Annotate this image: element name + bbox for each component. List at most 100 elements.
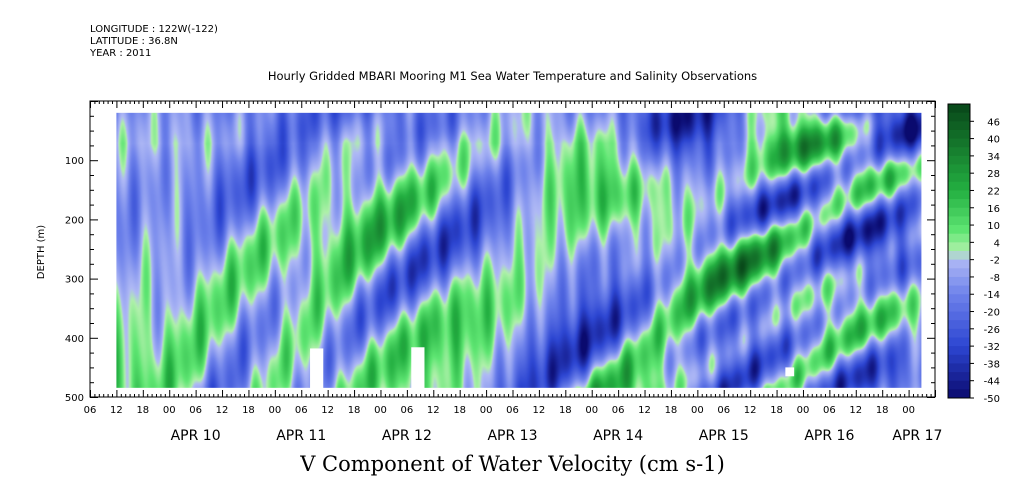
colorbar-label: -14 [984,290,1000,301]
x-tick-label: 00 [691,405,704,416]
x-tick-label: 18 [348,405,361,416]
colorbar-swatch [948,372,970,382]
colorbar-swatch [948,225,970,235]
colorbar-swatch [948,259,970,269]
colorbar-swatch [948,363,970,373]
variable-label: V Component of Water Velocity (cm s-1) [300,452,725,476]
x-date-label: APR 15 [699,428,749,444]
x-tick-label: 06 [401,405,414,416]
y-tick-label: 100 [65,156,84,167]
colorbar-swatch [948,112,970,122]
colorbar-label: 34 [987,152,1000,163]
colorbar-label: 28 [987,169,1000,180]
colorbar-swatch [948,276,970,286]
x-tick-label: 18 [876,405,889,416]
x-tick-label: 12 [849,405,862,416]
colorbar-swatch [948,155,970,165]
colorbar-swatch [948,302,970,312]
x-tick-label: 00 [163,405,176,416]
x-tick-label: 12 [110,405,123,416]
colorbar-swatch [948,320,970,330]
x-tick-label: 18 [136,405,149,416]
x-tick-label: 18 [559,405,572,416]
heatmap-layer [116,112,922,389]
missing-data-region [785,367,795,377]
header-metadata: LONGITUDE : 122W(-122) LATITUDE : 36.8N … [90,24,218,60]
colorbar-swatch [948,181,970,191]
y-tick-label: 500 [65,393,84,404]
colorbar-label: 10 [987,221,1000,232]
year-label: YEAR : 2011 [90,48,152,59]
y-tick-label: 400 [65,334,84,345]
x-date-label: APR 12 [382,428,432,444]
colorbar-label: -44 [984,377,1000,388]
colorbar-label: -20 [984,308,1000,319]
colorbar-label: 40 [987,135,1000,146]
x-tick-label: 06 [823,405,836,416]
colorbar-swatch [948,311,970,321]
colorbar-swatch [948,164,970,174]
colorbar-label: -50 [984,394,1000,405]
x-tick-label: 06 [84,405,97,416]
colorbar-swatch [948,173,970,183]
colorbar-swatch [948,190,970,200]
x-tick-label: 12 [427,405,440,416]
colorbar-label: -32 [984,342,1000,353]
colorbar-swatch [948,199,970,209]
colorbar-swatch [948,337,970,347]
chart-title: Hourly Gridded MBARI Mooring M1 Sea Wate… [267,69,758,83]
y-tick-label: 300 [65,275,84,286]
y-axis-label: DEPTH (m) [36,225,47,279]
colorbar-swatch [948,121,970,131]
colorbar-label: -8 [990,273,1000,284]
colorbar-label: 4 [994,238,1000,249]
x-tick-label: 18 [770,405,783,416]
colorbar-label: -38 [984,359,1000,370]
x-tick-label: 00 [268,405,281,416]
x-tick-label: 00 [797,405,810,416]
x-date-label: APR 11 [276,428,326,444]
colorbar-label: 16 [987,204,1000,215]
x-tick-label: 06 [189,405,202,416]
x-tick-label: 12 [321,405,334,416]
colorbar-swatch [948,207,970,217]
x-tick-label: 12 [216,405,229,416]
colorbar-frame [947,103,971,399]
colorbar-swatch [948,104,970,114]
colorbar-swatch [948,346,970,356]
x-tick-label: 06 [295,405,308,416]
colorbar-swatch [948,233,970,243]
colorbar-swatch [948,354,970,364]
x-tick-label: 12 [744,405,757,416]
x-tick-label: 00 [902,405,915,416]
x-tick-label: 00 [480,405,493,416]
latitude-label: LATITUDE : 36.8N [90,36,178,47]
axes-layer: 06 12 18 00 06 12 18 00 06 12 18 00 06 12 18 00 06 12 18 00… [65,100,942,444]
colorbar-label: 46 [987,117,1000,128]
heatmap-field [116,112,922,388]
colorbar-swatch [948,294,970,304]
missing-data-region [411,347,425,389]
colorbar-swatch [948,138,970,148]
x-date-label: APR 14 [593,428,643,444]
colorbar-label: -26 [984,325,1000,336]
colorbar-swatch [948,147,970,157]
colorbar-swatch [948,251,970,261]
x-date-label: APR 17 [892,428,942,444]
colorbar-label: 22 [987,186,1000,197]
longitude-label: LONGITUDE : 122W(-122) [90,24,218,35]
x-date-label: APR 10 [171,428,221,444]
x-date-label: APR 13 [487,428,537,444]
x-tick-label: 12 [638,405,651,416]
colorbar-swatch [948,216,970,226]
x-tick-label: 12 [533,405,546,416]
x-tick-label: 06 [717,405,730,416]
x-tick-label: 06 [612,405,625,416]
x-date-label: APR 16 [804,428,854,444]
x-tick-label: 18 [665,405,678,416]
x-tick-label: 18 [242,405,255,416]
colorbar-swatch [948,285,970,295]
colorbar-label: -2 [990,256,1000,267]
missing-data-region [310,348,324,389]
